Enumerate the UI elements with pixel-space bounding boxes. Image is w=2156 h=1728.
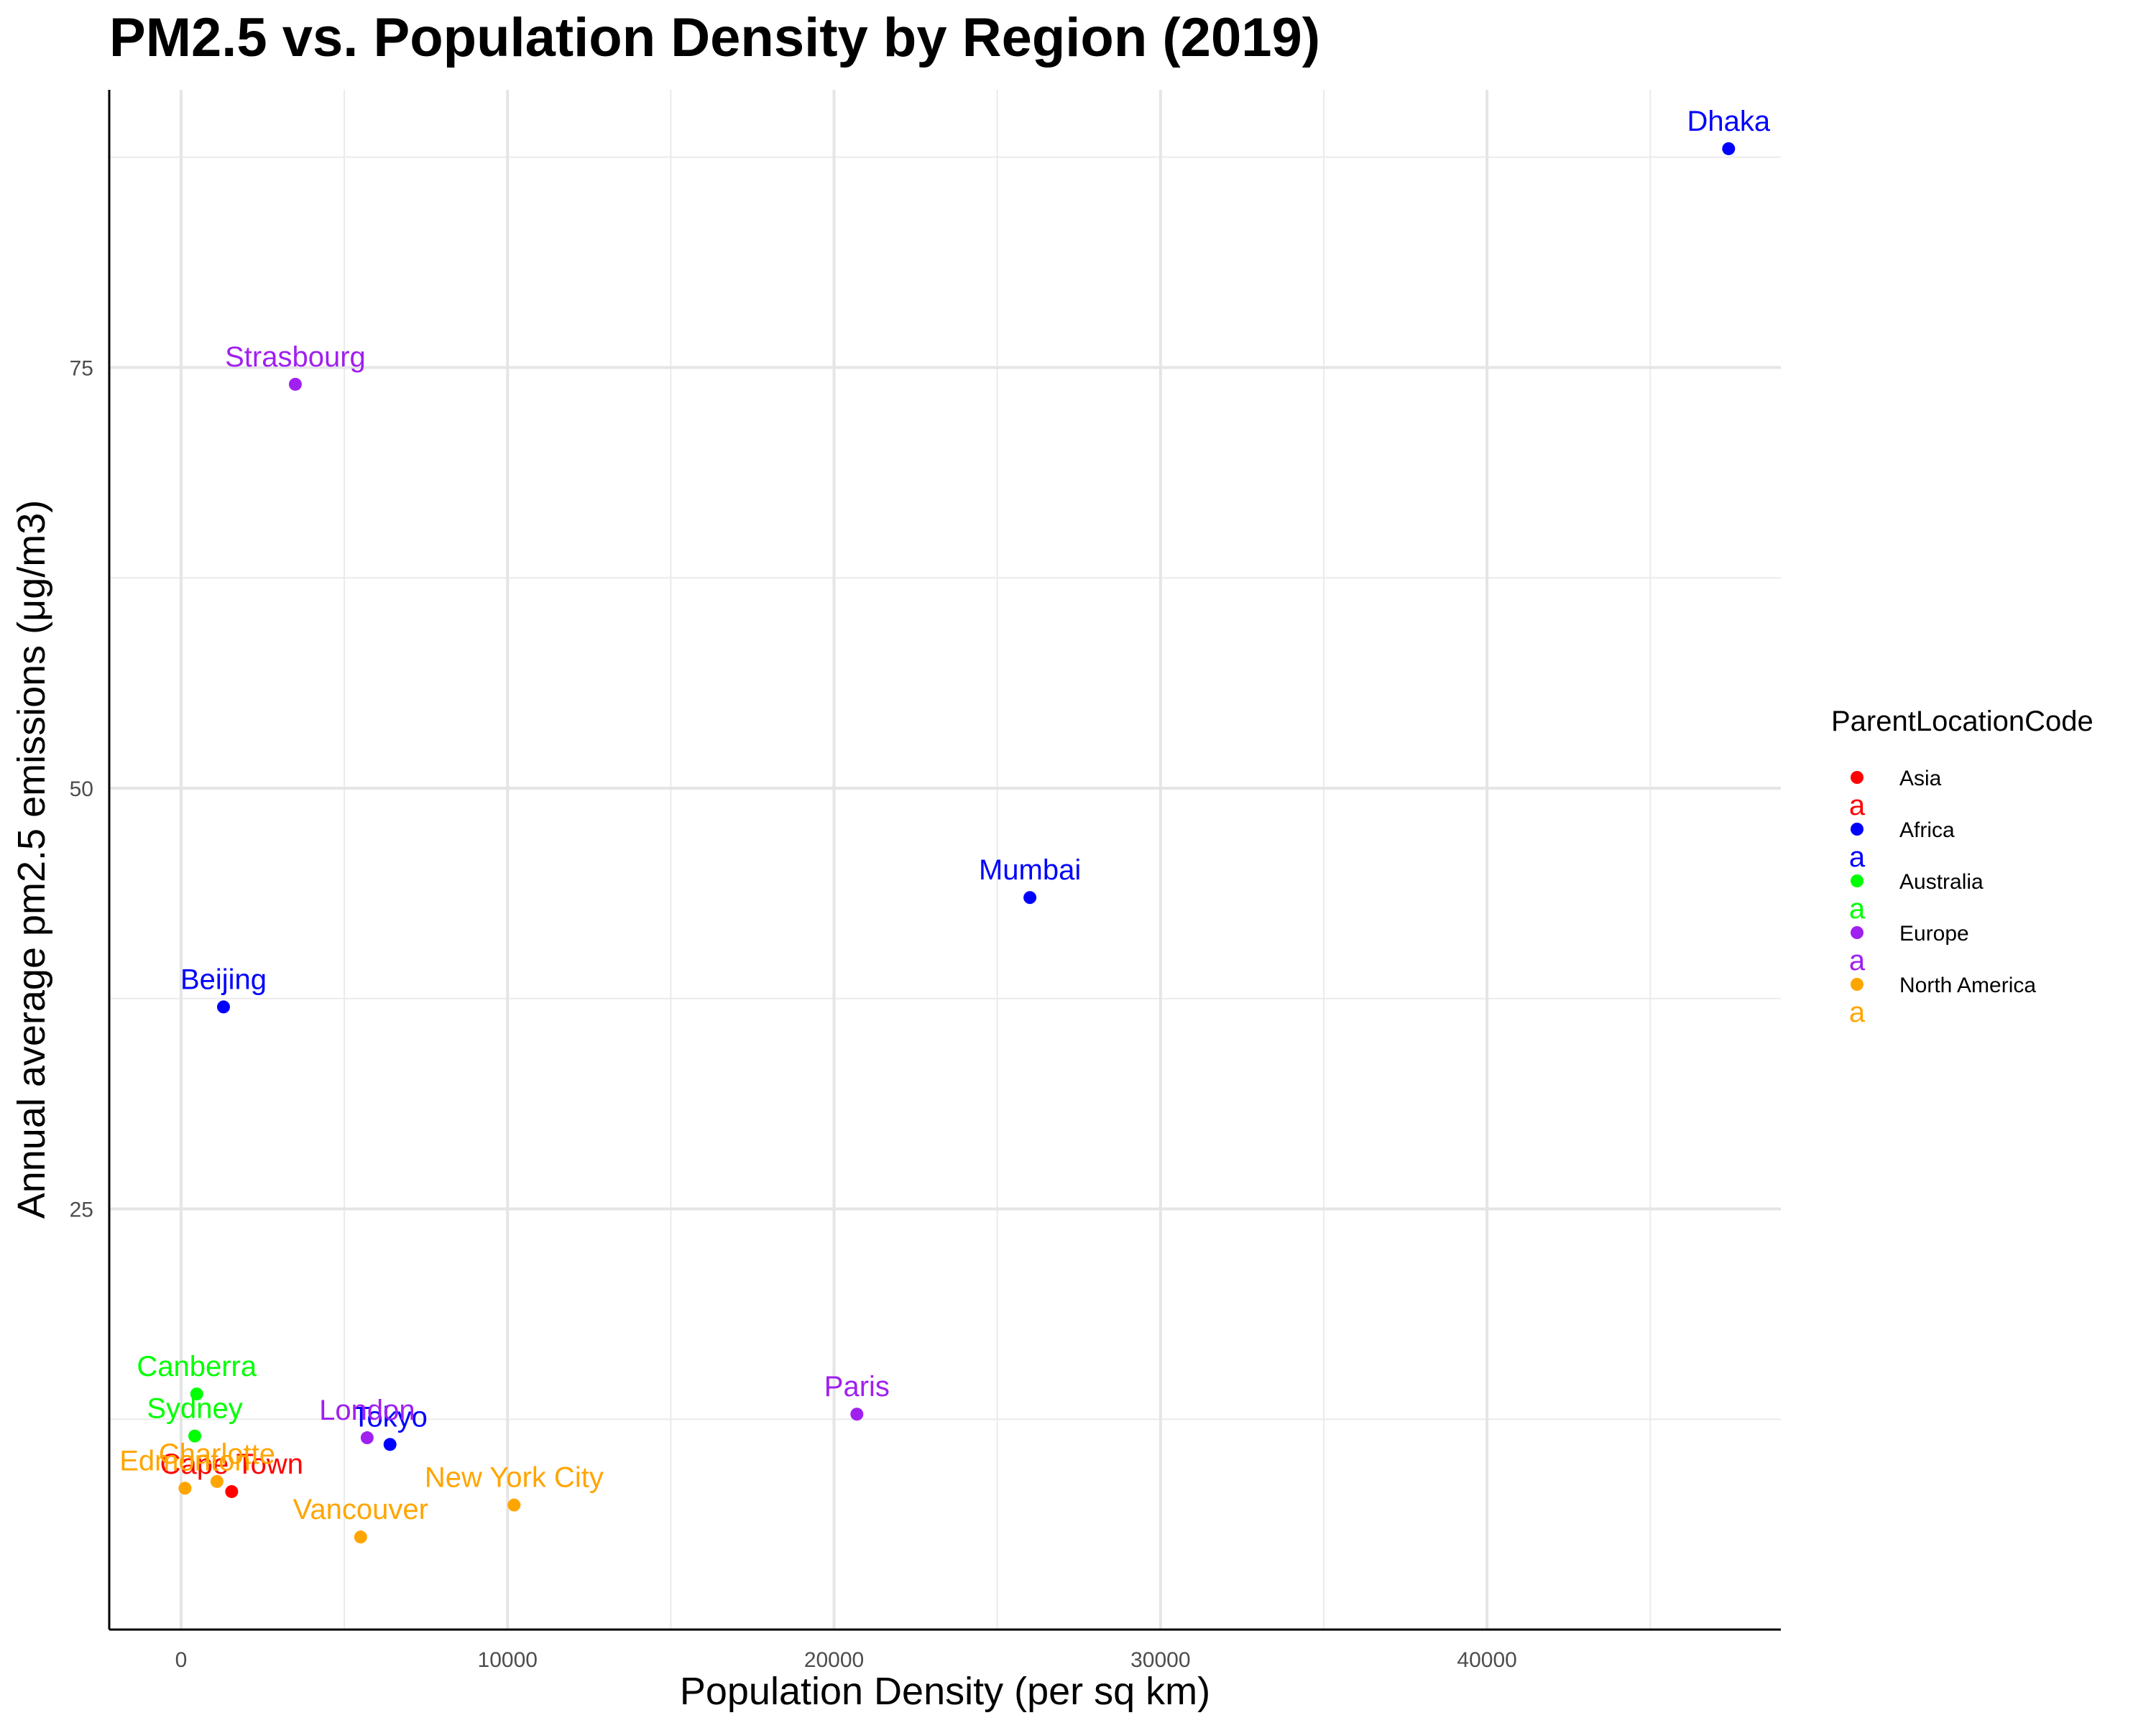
tick-label-layer: 0 10000 20000 30000 40000 25 50 75: [70, 356, 1517, 1672]
data-label-layer: Cape Town Dhaka Mumbai Beijing Tokyo Canberra…: [119, 106, 1771, 1525]
data-point-label: Tokyo: [352, 1401, 428, 1433]
data-point-label: Dhaka: [1687, 106, 1771, 137]
x-tick-label: 20000: [804, 1648, 864, 1672]
legend-label: Asia: [1899, 767, 1942, 790]
data-point: [217, 1000, 231, 1014]
chart-title: PM2.5 vs. Population Density by Region (…: [109, 7, 1320, 68]
legend-items: a Asia a Africa a Australia a Europe a North Amer…: [1849, 767, 2037, 1028]
legend-key-glyph: a: [1849, 841, 1866, 873]
x-tick-label: 40000: [1457, 1648, 1516, 1672]
y-axis-title: Annual average pm2.5 emissions (μg/m3): [10, 500, 53, 1219]
legend-key-point: [1851, 771, 1864, 784]
data-point-label: Canberra: [137, 1351, 257, 1382]
data-point: [1023, 891, 1037, 905]
data-point: [360, 1431, 374, 1445]
data-point-label: Strasbourg: [225, 341, 366, 373]
legend-key-glyph: a: [1849, 790, 1866, 821]
data-point: [178, 1482, 192, 1495]
data-point-label: Charlotte: [159, 1438, 275, 1470]
legend-key-glyph: a: [1849, 945, 1866, 976]
x-tick-label: 30000: [1130, 1648, 1190, 1672]
data-point-layer: [178, 142, 1736, 1544]
data-point: [1722, 142, 1736, 155]
data-point: [383, 1438, 397, 1451]
axis-layer: [108, 90, 1781, 1631]
data-point-label: Edmonton: [119, 1445, 250, 1477]
legend-key-point: [1851, 926, 1864, 939]
data-point: [507, 1498, 521, 1512]
data-point: [850, 1408, 864, 1421]
data-point-label: Beijing: [180, 964, 267, 995]
data-point: [210, 1474, 224, 1488]
data-point: [190, 1387, 203, 1401]
data-point: [225, 1484, 239, 1498]
data-point-label: Sydney: [147, 1393, 242, 1425]
legend-title: ParentLocationCode: [1831, 706, 2093, 737]
legend-label: Europe: [1899, 922, 1969, 946]
data-point: [188, 1429, 202, 1443]
data-point: [354, 1530, 367, 1544]
data-point-label: Mumbai: [979, 854, 1081, 886]
x-axis-title: Population Density (per sq km): [680, 1670, 1210, 1713]
data-point-label: Paris: [824, 1371, 890, 1403]
data-point-label: Cape Town: [160, 1449, 303, 1480]
legend-label: Australia: [1899, 870, 1984, 894]
legend-label: North America: [1899, 974, 2036, 997]
legend-key-point: [1851, 874, 1864, 887]
data-point-label: London: [319, 1395, 415, 1426]
grid-layer: [109, 90, 1781, 1630]
x-tick-label: 10000: [478, 1648, 538, 1672]
legend-key-point: [1851, 823, 1864, 836]
legend-key-glyph: a: [1849, 997, 1866, 1028]
legend-label: Africa: [1899, 818, 1955, 842]
data-point: [288, 377, 302, 391]
data-point-label: New York City: [425, 1462, 604, 1494]
legend-key-glyph: a: [1849, 893, 1866, 925]
y-tick-label: 75: [70, 356, 93, 380]
x-tick-label: 0: [175, 1648, 188, 1672]
legend: ParentLocationCode a Asia a Africa a Australi…: [1831, 706, 2093, 1028]
y-tick-label: 50: [70, 777, 93, 801]
y-tick-label: 25: [70, 1198, 93, 1221]
legend-key-point: [1851, 978, 1864, 991]
data-point-label: Vancouver: [293, 1494, 428, 1525]
